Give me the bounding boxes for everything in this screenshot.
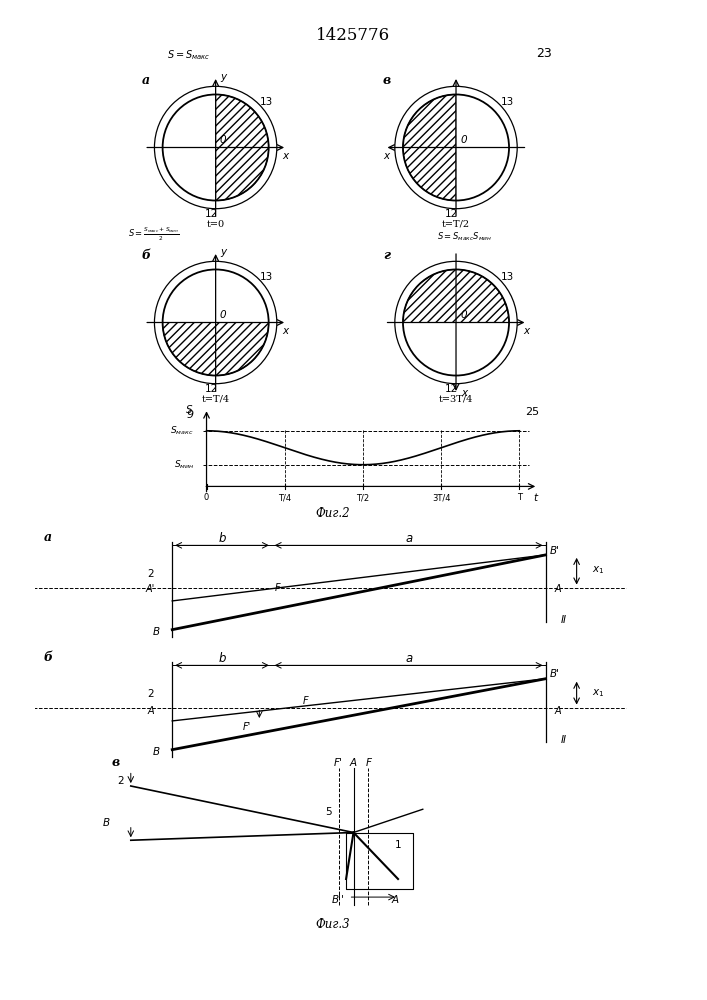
Text: в: в bbox=[112, 756, 120, 769]
Wedge shape bbox=[163, 94, 216, 201]
Text: $S_{макс}$: $S_{макс}$ bbox=[170, 425, 194, 437]
Text: $S_{мин}$: $S_{мин}$ bbox=[173, 458, 194, 471]
Text: A: A bbox=[147, 706, 153, 716]
Text: y: y bbox=[221, 247, 227, 257]
Text: B'': B'' bbox=[332, 895, 345, 905]
Text: г: г bbox=[383, 249, 390, 262]
Text: a: a bbox=[405, 652, 412, 665]
Text: b: b bbox=[218, 652, 226, 665]
Text: B': B' bbox=[550, 546, 560, 556]
Text: t=3T/4: t=3T/4 bbox=[439, 395, 473, 404]
Text: 25: 25 bbox=[525, 407, 539, 417]
Text: T/2: T/2 bbox=[356, 493, 370, 502]
Text: $x_1$: $x_1$ bbox=[592, 564, 604, 576]
Wedge shape bbox=[456, 94, 509, 201]
Text: F': F' bbox=[243, 722, 251, 732]
Text: 0: 0 bbox=[220, 135, 226, 145]
Text: t=T/4: t=T/4 bbox=[201, 395, 230, 404]
Text: A: A bbox=[392, 895, 399, 905]
Text: 2: 2 bbox=[117, 776, 124, 786]
Text: T: T bbox=[517, 493, 522, 502]
Text: 1: 1 bbox=[395, 840, 402, 850]
Text: $S=S_{макс}S_{мин}$: $S=S_{макс}S_{мин}$ bbox=[438, 231, 492, 243]
Text: x: x bbox=[461, 388, 467, 398]
Wedge shape bbox=[163, 269, 269, 322]
Text: б: б bbox=[142, 249, 151, 262]
Text: B: B bbox=[103, 818, 110, 828]
Text: 9: 9 bbox=[187, 410, 194, 420]
Text: 2: 2 bbox=[147, 569, 153, 579]
Text: t: t bbox=[533, 493, 537, 503]
Text: 13: 13 bbox=[501, 97, 513, 107]
Text: б: б bbox=[43, 651, 52, 664]
Text: 5: 5 bbox=[325, 807, 332, 817]
Text: 13: 13 bbox=[501, 272, 513, 282]
Text: A': A' bbox=[146, 584, 155, 594]
Text: 12: 12 bbox=[445, 384, 459, 394]
Text: 0: 0 bbox=[220, 310, 226, 320]
Text: 0: 0 bbox=[204, 493, 209, 502]
Text: II: II bbox=[561, 615, 567, 625]
Wedge shape bbox=[403, 322, 509, 376]
Text: в: в bbox=[382, 74, 391, 87]
Text: $S=S_{макс}$: $S=S_{макс}$ bbox=[168, 48, 211, 62]
Text: F: F bbox=[275, 583, 281, 593]
Text: b: b bbox=[218, 532, 226, 545]
Text: 23: 23 bbox=[537, 47, 552, 60]
Text: F': F' bbox=[334, 758, 343, 768]
Text: Фиг.2: Фиг.2 bbox=[315, 507, 349, 520]
Text: а: а bbox=[142, 74, 151, 87]
Text: 2: 2 bbox=[147, 689, 153, 699]
Text: x: x bbox=[283, 151, 289, 161]
Text: B': B' bbox=[550, 669, 560, 679]
Text: а: а bbox=[44, 531, 52, 544]
Text: A: A bbox=[555, 706, 561, 716]
Text: x: x bbox=[523, 326, 530, 336]
Text: 3T/4: 3T/4 bbox=[432, 493, 450, 502]
Text: x: x bbox=[283, 326, 289, 336]
Text: 13: 13 bbox=[260, 97, 273, 107]
Text: F: F bbox=[303, 696, 309, 706]
Text: T/4: T/4 bbox=[278, 493, 291, 502]
Text: F: F bbox=[366, 758, 371, 768]
Text: $S=\frac{S_{макс}+S_{мин}}{2}$: $S=\frac{S_{макс}+S_{мин}}{2}$ bbox=[128, 226, 180, 243]
Text: x: x bbox=[382, 151, 389, 161]
Text: 12: 12 bbox=[445, 209, 459, 219]
Text: t=0: t=0 bbox=[206, 220, 225, 229]
Text: II: II bbox=[561, 735, 567, 745]
Text: t=T/2: t=T/2 bbox=[442, 220, 470, 229]
Text: S: S bbox=[186, 405, 192, 415]
Text: $x_1$: $x_1$ bbox=[592, 687, 604, 699]
Text: a: a bbox=[405, 532, 412, 545]
Text: B: B bbox=[153, 747, 160, 757]
Text: y: y bbox=[221, 72, 227, 82]
Text: Фиг.3: Фиг.3 bbox=[315, 918, 349, 931]
Text: B: B bbox=[153, 627, 160, 637]
Text: A: A bbox=[350, 758, 357, 768]
Text: 12: 12 bbox=[205, 384, 218, 394]
Text: 0: 0 bbox=[460, 310, 467, 320]
Text: 12: 12 bbox=[205, 209, 218, 219]
Text: A: A bbox=[555, 584, 561, 594]
Text: 0: 0 bbox=[460, 135, 467, 145]
Text: 1425776: 1425776 bbox=[317, 27, 390, 44]
Text: 13: 13 bbox=[260, 272, 273, 282]
